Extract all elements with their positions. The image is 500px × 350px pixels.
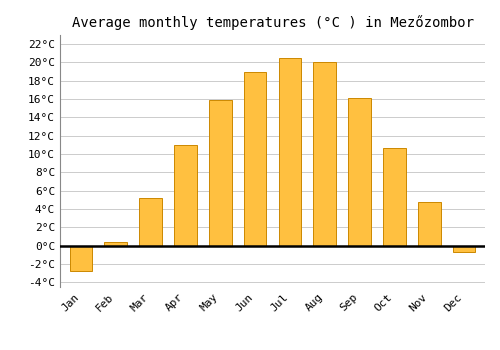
Title: Average monthly temperatures (°C ) in Mezőzombor: Average monthly temperatures (°C ) in Me… — [72, 15, 473, 30]
Bar — [453, 246, 475, 252]
Bar — [314, 63, 336, 246]
Bar — [174, 145, 197, 246]
Bar — [70, 246, 92, 271]
Bar — [140, 198, 162, 246]
Bar — [383, 148, 406, 246]
Bar — [278, 58, 301, 246]
Bar — [104, 242, 127, 246]
Bar — [209, 100, 232, 246]
Bar — [418, 202, 440, 246]
Bar — [244, 72, 266, 246]
Bar — [348, 98, 371, 246]
